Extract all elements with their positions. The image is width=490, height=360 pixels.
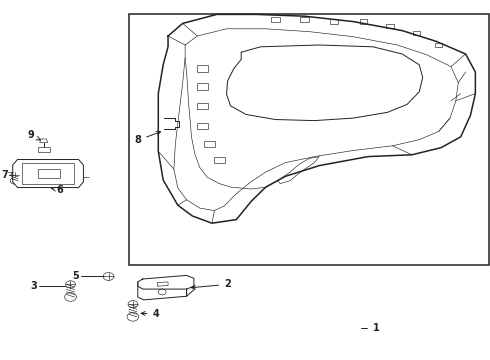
Polygon shape [13, 159, 83, 188]
Text: 7: 7 [1, 170, 8, 180]
Text: 9: 9 [27, 130, 40, 140]
Bar [129, 14, 489, 265]
Text: 3: 3 [30, 281, 37, 291]
Text: 5: 5 [73, 271, 79, 282]
Text: 8: 8 [134, 131, 161, 145]
Text: 1: 1 [373, 323, 380, 333]
Text: 4: 4 [141, 309, 159, 319]
Text: 6: 6 [51, 185, 64, 195]
Text: 2: 2 [192, 279, 231, 289]
